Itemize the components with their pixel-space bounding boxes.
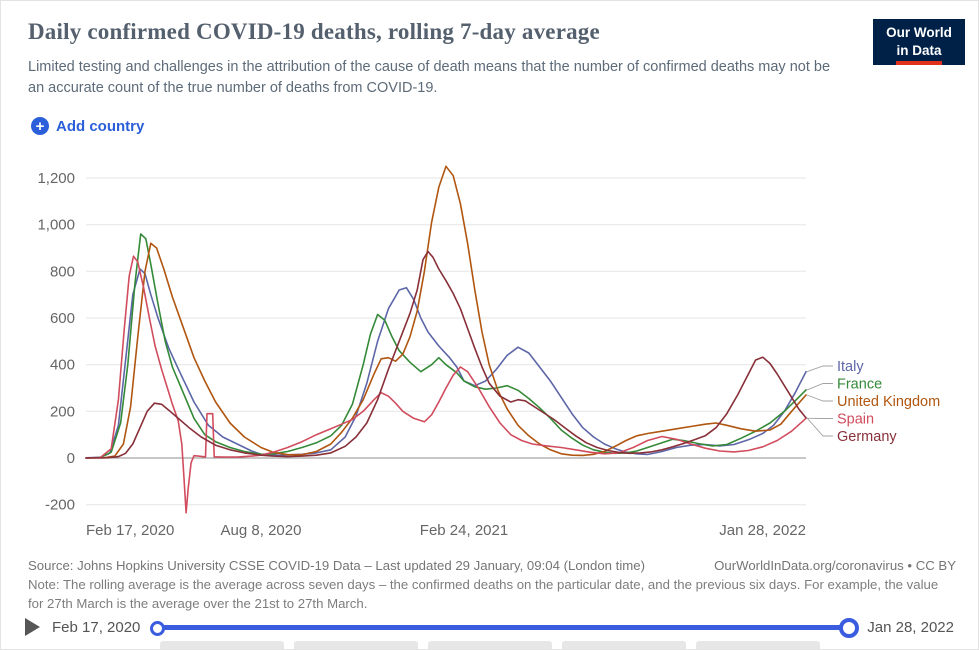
add-country-label: Add country xyxy=(56,117,145,135)
series-line-france[interactable] xyxy=(85,233,807,459)
bottom-tab-strip xyxy=(1,641,978,649)
y-tick-label: 800 xyxy=(50,263,75,280)
x-tick-label: Jan 28, 2022 xyxy=(719,522,806,539)
timeline-end-handle[interactable] xyxy=(839,617,860,638)
timeline-start-handle[interactable] xyxy=(150,620,166,636)
timeline-start-label[interactable]: Feb 17, 2020 xyxy=(52,618,141,636)
y-tick-label: 200 xyxy=(50,403,75,420)
x-tick-label: Aug 8, 2020 xyxy=(221,522,302,539)
owid-logo-line1: Our World xyxy=(886,25,952,40)
attribution-link[interactable]: OurWorldInData.org/coronavirus • CC BY xyxy=(714,558,956,573)
legend-label-france[interactable]: France xyxy=(837,377,882,393)
tab-placeholder[interactable] xyxy=(427,641,552,649)
y-tick-label: 0 xyxy=(67,450,75,467)
play-button[interactable] xyxy=(25,618,40,636)
page-title: Daily confirmed COVID-19 deaths, rolling… xyxy=(28,19,600,44)
tab-placeholder[interactable] xyxy=(159,641,284,649)
owid-logo-line2: in Data xyxy=(896,42,942,66)
owid-logo[interactable]: Our World in Data xyxy=(873,19,965,66)
y-tick-label: 1,000 xyxy=(37,217,75,234)
add-country-button[interactable]: + Add country xyxy=(31,117,144,135)
legend-connector xyxy=(806,383,833,391)
legend-label-italy[interactable]: Italy xyxy=(837,359,864,375)
x-tick-label: Feb 17, 2020 xyxy=(86,522,174,539)
legend-connector xyxy=(806,394,833,402)
timeline-end-label[interactable]: Jan 28, 2022 xyxy=(867,618,954,636)
chart-footer: Source: Johns Hopkins University CSSE CO… xyxy=(28,557,956,613)
source-text: Source: Johns Hopkins University CSSE CO… xyxy=(28,558,645,573)
y-tick-label: 600 xyxy=(50,310,75,327)
y-tick-label: 400 xyxy=(50,357,75,374)
x-tick-label: Feb 24, 2021 xyxy=(420,522,508,539)
line-chart: 1,200 1,000 800 600 400 200 0 -200 Feb 17, 2020 A… xyxy=(37,165,940,539)
note-text: Note: The rolling average is the average… xyxy=(28,577,939,611)
legend-label-spain[interactable]: Spain xyxy=(837,412,874,428)
tab-placeholder[interactable] xyxy=(561,641,686,649)
timeline-control: Feb 17, 2020 Jan 28, 2022 xyxy=(25,613,954,641)
series-line-united-kingdom[interactable] xyxy=(85,165,807,459)
tab-placeholder[interactable] xyxy=(293,641,418,649)
chart-subtitle: Limited testing and challenges in the at… xyxy=(28,59,831,97)
series-line-germany[interactable] xyxy=(85,250,807,459)
legend-connector xyxy=(806,417,833,437)
series-line-italy[interactable] xyxy=(85,268,807,459)
tab-placeholder[interactable] xyxy=(695,641,820,649)
legend-label-germany[interactable]: Germany xyxy=(837,429,897,445)
y-tick-label: -200 xyxy=(45,497,75,514)
y-tick-label: 1,200 xyxy=(37,170,75,187)
legend-label-united-kingdom[interactable]: United Kingdom xyxy=(837,394,940,410)
timeline-slider[interactable] xyxy=(150,617,860,638)
series-line-spain[interactable] xyxy=(85,255,807,514)
plus-icon: + xyxy=(31,117,49,135)
legend-connector xyxy=(806,365,833,373)
